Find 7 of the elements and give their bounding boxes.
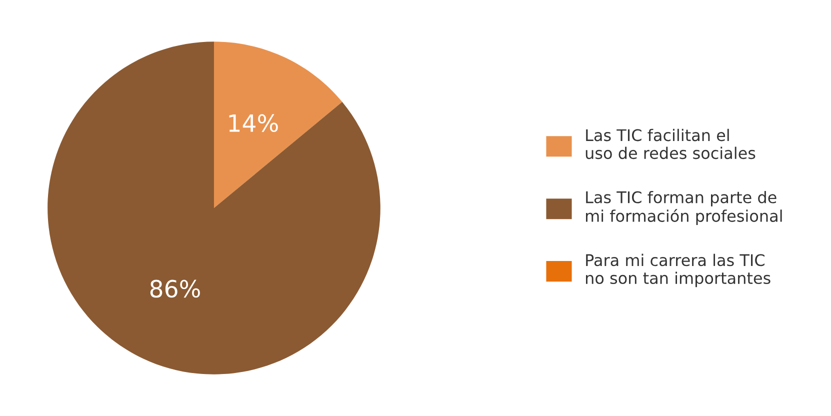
pie-slice bbox=[48, 42, 380, 374]
legend-label: Las TIC forman parte de mi formación profesional bbox=[586, 190, 782, 226]
data-label: 86% bbox=[150, 280, 200, 298]
legend-label: Para mi carrera las TIC no son tan importantes bbox=[586, 254, 770, 288]
pie-slice bbox=[214, 42, 342, 208]
data-label: 14% bbox=[229, 114, 278, 132]
legend-label: Las TIC facilitan el uso de redes sociales bbox=[586, 128, 756, 160]
